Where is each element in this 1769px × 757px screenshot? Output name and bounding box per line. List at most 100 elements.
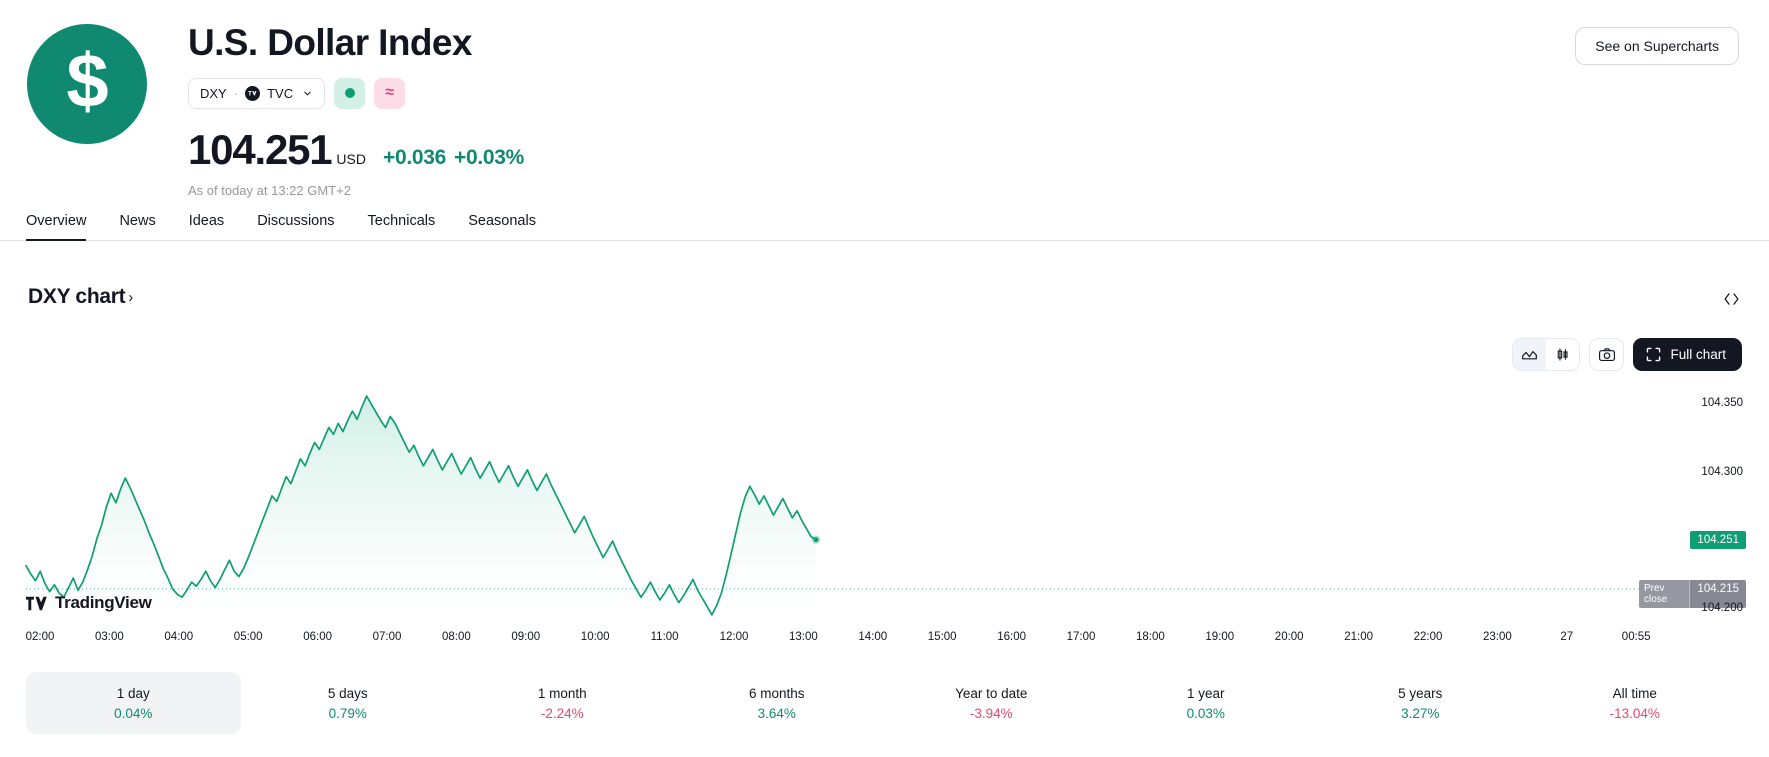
x-axis-tick: 12:00 [719,631,749,643]
x-axis-tick: 11:00 [650,631,679,643]
chart-x-axis: 02:00 03:00 04:00 05:00 06:00 07:00 08:00 09:00… [0,631,1769,653]
exchange-label: TVC [267,85,294,101]
performance-period-label: 5 days [327,685,368,701]
x-axis-tick: 10:00 [580,631,610,643]
performance-period-cell[interactable]: 1 year 0.03% [1099,672,1314,734]
x-axis-tick: 27 [1560,631,1574,643]
candlestick-chart-icon[interactable] [1546,339,1580,370]
y-axis-tick: 104.350 [1701,397,1743,410]
performance-period-cell[interactable]: 5 years 3.27% [1313,672,1528,734]
dollar-sign-icon: $ [27,24,147,144]
camera-snapshot-icon[interactable] [1589,338,1625,371]
tab-news[interactable]: News [119,213,156,229]
change-absolute: +0.036 [382,145,446,169]
symbol-header-main: U.S. Dollar Index DXY · TVC [188,22,524,198]
full-chart-button[interactable]: Full chart [1633,338,1742,371]
x-axis-tick: 15:00 [927,631,957,643]
symbol-logo-glyph: $ [66,39,108,124]
performance-period-cell[interactable]: 5 days 0.79% [241,672,456,734]
performance-period-label: Year to date [955,685,1028,701]
symbol-header: $ U.S. Dollar Index DXY · TVC [0,0,1769,218]
performance-period-row: 1 day 0.04% 5 days 0.79% 1 month -2.24% 6 mont… [26,672,1742,734]
ticker-exchange-selector[interactable]: DXY · TVC [188,77,326,109]
tab-seasonals[interactable]: Seasonals [468,213,536,229]
x-axis-tick: 05:00 [233,631,263,643]
x-axis-tick: 22:00 [1413,631,1443,643]
y-axis-tick: 104.200 [1701,602,1743,615]
chevron-down-icon [302,88,313,99]
symbol-meta-row: DXY · TVC [188,77,524,109]
x-axis-tick: 16:00 [997,631,1026,643]
change-percent: +0.03% [454,145,525,169]
market-open-badge[interactable] [334,77,366,109]
tradingview-watermark: TradingView [26,593,152,613]
current-price-badge: 104.251 [1690,530,1746,549]
x-axis-tick: 02:00 [25,631,55,643]
price-chart-svg [25,395,1640,630]
x-axis-tick: 23:00 [1483,631,1512,643]
last-price: 104.251 [188,125,333,173]
performance-period-value: -13.04% [1609,705,1660,721]
performance-period-value: -2.24% [540,705,584,721]
code-embed-icon[interactable] [1723,292,1740,311]
approx-wave-icon: ≈ [385,84,394,102]
area-chart-icon[interactable] [1513,339,1547,370]
performance-period-label: 1 day [116,685,150,701]
performance-period-value: 3.64% [757,705,796,721]
x-axis-tick: 21:00 [1344,631,1373,643]
performance-period-label: 5 years [1398,685,1443,701]
page-title: U.S. Dollar Index [188,22,472,63]
price-row: 104.251 USD +0.036 +0.03% [188,126,524,174]
delayed-data-badge[interactable]: ≈ [374,77,406,109]
performance-period-cell[interactable]: 1 month -2.24% [455,672,670,734]
y-axis-tick: 104.300 [1701,465,1743,478]
ticker-label: DXY [200,85,227,101]
tab-discussions[interactable]: Discussions [257,213,335,229]
chart-y-axis: 104.350 104.300 104.251 Prev close 104.2… [1639,370,1769,630]
performance-period-value: -3.94% [969,705,1013,721]
x-axis-tick: 20:00 [1274,631,1304,643]
x-axis-tick: 04:00 [164,631,194,643]
section-tabs: Overview News Ideas Discussions Technica… [0,212,1769,241]
price-chart[interactable] [0,370,1769,630]
green-dot-icon [344,88,355,99]
see-on-supercharts-button[interactable]: See on Supercharts [1575,27,1739,65]
prev-close-badge: Prev close 104.215 [1639,579,1746,608]
x-axis-tick: 08:00 [442,631,471,643]
performance-period-cell[interactable]: 6 months 3.64% [670,672,885,734]
tradingview-watermark-label: TradingView [55,593,152,612]
tradingview-badge-icon [245,85,261,101]
tab-technicals[interactable]: Technicals [367,213,436,229]
prev-close-value-label: 104.215 [1689,579,1746,608]
performance-period-value: 0.03% [1186,705,1225,721]
tab-ideas[interactable]: Ideas [188,213,225,229]
x-axis-tick: 00:55 [1621,631,1651,643]
performance-period-cell[interactable]: 1 day 0.04% [26,672,241,734]
performance-period-cell[interactable]: All time -13.04% [1528,672,1743,734]
x-axis-tick: 19:00 [1205,631,1235,643]
x-axis-tick: 09:00 [511,631,541,643]
currency-label: USD [336,150,366,167]
x-axis-tick: 17:00 [1066,631,1096,643]
x-axis-tick: 18:00 [1136,631,1165,643]
see-on-supercharts-label: See on Supercharts [1595,38,1719,54]
chart-type-group [1512,338,1581,371]
performance-period-label: All time [1612,685,1657,701]
performance-period-label: 6 months [748,685,805,701]
chevron-right-icon: › [128,288,134,306]
x-axis-tick: 07:00 [372,631,402,643]
performance-period-label: 1 month [537,685,587,701]
x-axis-tick: 13:00 [789,631,818,643]
chart-toolbar: Full chart [1512,338,1742,371]
x-axis-tick: 14:00 [858,631,888,643]
performance-period-cell[interactable]: Year to date -3.94% [884,672,1099,734]
full-chart-label: Full chart [1670,347,1726,362]
chart-section-header[interactable]: DXY chart › [28,285,133,309]
tab-overview[interactable]: Overview [26,213,87,241]
performance-period-value: 3.27% [1401,705,1440,721]
performance-period-label: 1 year [1186,685,1225,701]
as-of-timestamp: As of today at 13:22 GMT+2 [188,182,351,198]
x-axis-tick: 03:00 [95,631,124,643]
x-axis-tick: 06:00 [303,631,332,643]
